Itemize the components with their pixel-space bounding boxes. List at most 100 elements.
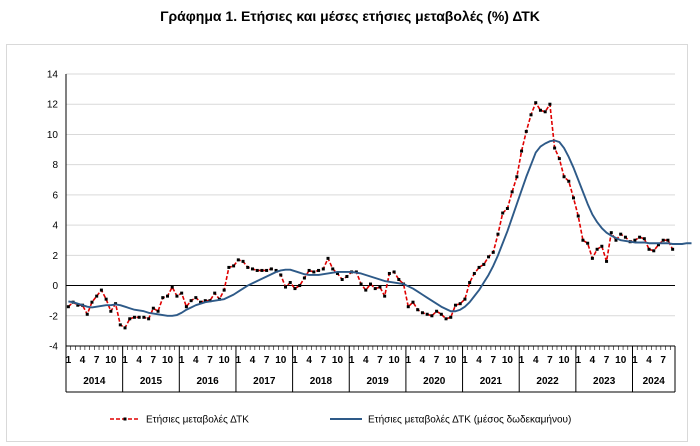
data-point <box>534 101 538 105</box>
month-tick-label: 7 <box>151 355 157 366</box>
data-point <box>477 265 481 269</box>
data-point <box>430 314 434 318</box>
month-tick-label: 4 <box>476 355 482 366</box>
data-point <box>520 149 524 153</box>
data-point <box>605 259 609 263</box>
data-point <box>326 256 330 260</box>
data-point <box>439 312 443 316</box>
data-point <box>463 297 467 301</box>
data-point <box>614 238 618 242</box>
y-tick-label: 8 <box>52 160 58 171</box>
data-point <box>340 278 344 282</box>
month-tick-label: 4 <box>80 355 86 366</box>
data-point <box>274 268 278 272</box>
data-point <box>151 306 155 310</box>
data-point <box>416 308 420 312</box>
data-point <box>496 232 500 236</box>
data-point <box>317 268 321 272</box>
data-point <box>590 256 594 260</box>
y-axis-ticks: -4 -2 0 2 4 6 8 10 12 14 <box>47 70 59 353</box>
data-point <box>279 273 283 277</box>
month-tick-label: 10 <box>219 355 231 366</box>
data-point <box>638 235 642 239</box>
month-tick-label: 1 <box>292 355 298 366</box>
month-tick-label: 10 <box>445 355 457 366</box>
data-point <box>109 309 113 313</box>
month-tick-label: 1 <box>179 355 185 366</box>
data-point <box>156 309 160 313</box>
y-tick-label: -4 <box>49 342 58 353</box>
month-tick-label: 10 <box>275 355 287 366</box>
month-tick-label: 10 <box>615 355 627 366</box>
data-point <box>302 276 306 280</box>
y-tick-label: 12 <box>47 100 59 111</box>
data-point <box>246 265 250 269</box>
data-point <box>104 297 108 301</box>
data-point <box>99 288 103 292</box>
data-point <box>227 265 231 269</box>
data-point <box>331 267 335 271</box>
data-point <box>255 268 259 272</box>
data-point <box>482 262 486 266</box>
month-tick-label: 4 <box>136 355 142 366</box>
data-point <box>373 287 377 291</box>
legend-label-annual: Ετήσιες μεταβολές ΔΤΚ <box>146 414 249 426</box>
data-point <box>392 270 396 274</box>
data-point <box>359 282 363 286</box>
year-label: 2021 <box>480 376 503 387</box>
data-point <box>387 271 391 275</box>
data-point <box>557 157 561 161</box>
month-tick-label: 1 <box>519 355 525 366</box>
data-point <box>609 231 613 235</box>
data-point <box>458 302 462 306</box>
data-point <box>501 211 505 215</box>
month-tick-label: 1 <box>575 355 581 366</box>
data-point <box>666 238 670 242</box>
month-tick-label: 10 <box>389 355 401 366</box>
year-label: 2024 <box>643 376 666 387</box>
data-point <box>444 317 448 321</box>
month-tick-label: 1 <box>405 355 411 366</box>
data-point <box>85 312 89 316</box>
year-label: 2014 <box>83 376 106 387</box>
y-tick-label: 2 <box>52 251 58 262</box>
year-label: 2018 <box>310 376 333 387</box>
y-tick-label: 14 <box>47 70 59 81</box>
month-tick-label: 1 <box>236 355 242 366</box>
data-point <box>468 281 472 285</box>
data-point <box>118 323 122 327</box>
data-point <box>562 175 566 179</box>
month-tick-label: 7 <box>490 355 496 366</box>
data-point <box>194 296 198 300</box>
data-point <box>453 303 457 307</box>
data-point <box>656 243 660 247</box>
data-point <box>449 315 453 319</box>
month-tick-label: 4 <box>646 355 652 366</box>
data-point <box>647 247 651 251</box>
month-tick-label: 1 <box>462 355 468 366</box>
data-point <box>543 110 547 114</box>
data-point <box>128 317 132 321</box>
data-point <box>269 267 273 271</box>
data-point <box>595 247 599 251</box>
data-point <box>236 258 240 262</box>
legend: Ετήσιες μεταβολές ΔΤΚ Ετήσιες μεταβολές Δ… <box>110 414 571 426</box>
grid-lines <box>66 73 675 347</box>
year-label: 2020 <box>423 376 446 387</box>
y-tick-label: 0 <box>52 281 58 292</box>
data-point <box>671 247 675 251</box>
month-tick-label: 10 <box>502 355 514 366</box>
data-point <box>232 264 236 268</box>
data-point <box>293 287 297 291</box>
data-point <box>222 288 226 292</box>
data-point <box>298 284 302 288</box>
year-label: 2019 <box>366 376 389 387</box>
axes <box>65 74 675 393</box>
series-line-average <box>68 139 692 317</box>
data-point <box>166 294 169 298</box>
year-label: 2015 <box>140 376 163 387</box>
data-point <box>406 305 410 309</box>
data-point <box>250 267 254 271</box>
data-point <box>123 326 127 330</box>
month-tick-label: 4 <box>590 355 596 366</box>
